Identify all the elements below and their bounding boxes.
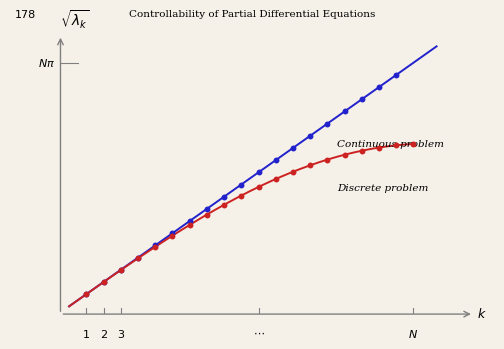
Point	[392, 142, 400, 148]
Point	[306, 163, 314, 168]
Text: Controllability of Partial Differential Equations: Controllability of Partial Differential …	[129, 10, 375, 20]
Point	[220, 202, 228, 208]
Point	[272, 157, 280, 163]
Point	[168, 230, 176, 236]
Point	[289, 145, 297, 151]
Point	[99, 279, 107, 285]
Point	[168, 233, 176, 238]
Point	[237, 193, 245, 198]
Point	[289, 169, 297, 174]
Point	[375, 145, 383, 150]
Point	[341, 109, 349, 114]
Point	[185, 222, 194, 228]
Point	[272, 176, 280, 182]
Point	[134, 255, 142, 260]
Point	[220, 194, 228, 200]
Point	[82, 291, 90, 297]
Point	[82, 291, 90, 297]
Text: $N\pi$: $N\pi$	[38, 57, 55, 69]
Point	[255, 184, 263, 190]
Point	[324, 157, 332, 162]
Text: Continuous problem: Continuous problem	[337, 140, 445, 149]
Point	[203, 212, 211, 217]
Point	[151, 244, 159, 250]
Point	[358, 96, 366, 102]
Point	[99, 279, 107, 285]
Point	[151, 243, 159, 248]
Point	[358, 148, 366, 154]
Point	[392, 72, 400, 78]
Point	[134, 255, 142, 261]
Text: $1$: $1$	[82, 328, 90, 340]
Point	[306, 133, 314, 139]
Text: 178: 178	[15, 10, 36, 21]
Text: Discrete problem: Discrete problem	[337, 184, 429, 193]
Point	[203, 206, 211, 212]
Point	[324, 121, 332, 126]
Point	[117, 267, 125, 273]
Point	[185, 218, 194, 224]
Text: $2$: $2$	[100, 328, 107, 340]
Text: $3$: $3$	[117, 328, 125, 340]
Text: $\cdots$: $\cdots$	[253, 328, 265, 338]
Point	[341, 152, 349, 157]
Point	[375, 84, 383, 90]
Text: $N$: $N$	[408, 328, 418, 340]
Point	[237, 182, 245, 187]
Point	[409, 141, 417, 147]
Text: $\sqrt{\lambda_k}$: $\sqrt{\lambda_k}$	[60, 8, 90, 31]
Point	[117, 267, 125, 273]
Text: $k$: $k$	[477, 307, 487, 321]
Point	[255, 170, 263, 175]
